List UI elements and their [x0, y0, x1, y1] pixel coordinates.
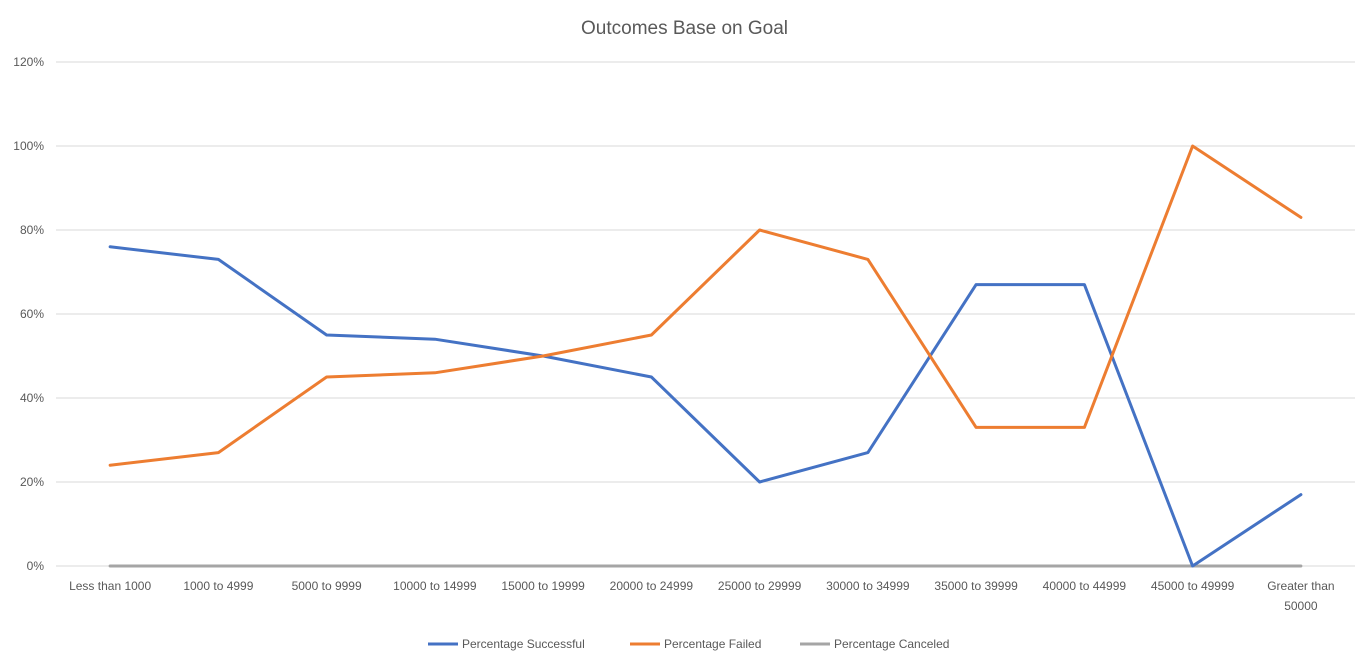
x-tick-label: 15000 to 19999 — [501, 579, 585, 593]
y-tick-label: 100% — [13, 139, 44, 153]
y-tick-label: 20% — [20, 475, 44, 489]
x-tick-label: 25000 to 29999 — [718, 579, 802, 593]
chart-title: Outcomes Base on Goal — [581, 18, 788, 39]
y-tick-label: 40% — [20, 391, 44, 405]
x-tick-label: 5000 to 9999 — [292, 579, 362, 593]
series-line-1 — [108, 144, 1303, 467]
legend-label-1: Percentage Failed — [664, 637, 761, 651]
x-tick-label: 1000 to 4999 — [183, 579, 253, 593]
x-tick-label: 40000 to 44999 — [1043, 579, 1127, 593]
x-tick-label: Greater than — [1267, 579, 1334, 593]
x-tick-label: 30000 to 34999 — [826, 579, 910, 593]
x-tick-label: 10000 to 14999 — [393, 579, 477, 593]
legend-label-2: Percentage Canceled — [834, 637, 949, 651]
x-tick-label: 50000 — [1284, 599, 1318, 613]
x-tick-label: 20000 to 24999 — [610, 579, 694, 593]
y-tick-label: 60% — [20, 307, 44, 321]
y-tick-label: 80% — [20, 223, 44, 237]
x-tick-label: 35000 to 39999 — [934, 579, 1018, 593]
x-tick-label: 45000 to 49999 — [1151, 579, 1235, 593]
series-line-0 — [108, 245, 1303, 568]
x-tick-label: Less than 1000 — [69, 579, 151, 593]
legend-label-0: Percentage Successful — [462, 637, 585, 651]
y-tick-label: 120% — [13, 55, 44, 69]
y-tick-label: 0% — [27, 559, 45, 573]
